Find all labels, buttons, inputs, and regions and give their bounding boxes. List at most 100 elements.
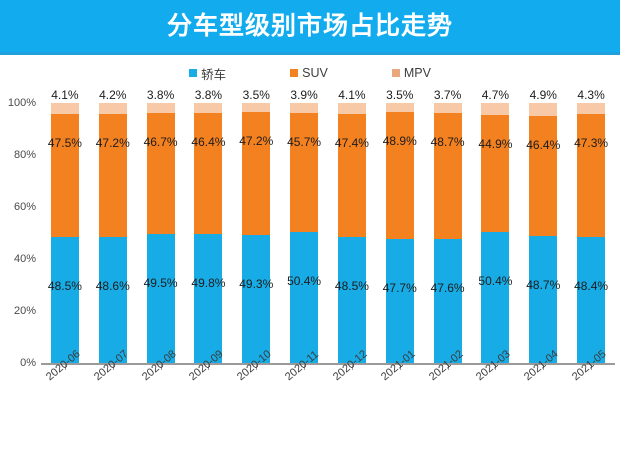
bar-segment-mpv[interactable]: 3.5% — [385, 88, 414, 113]
legend-item-suv[interactable]: SUV — [290, 66, 328, 80]
x-axis-tick-mark — [495, 365, 497, 370]
bar-label-suv: 47.2% — [239, 134, 274, 149]
bar-segment-sedan[interactable]: 48.7% — [526, 236, 561, 363]
y-axis-tick-label: 40% — [13, 253, 36, 265]
bar-column[interactable]: 4.1% 47.5% 48.5% — [47, 88, 82, 363]
bar-label-mpv: 3.8% — [194, 88, 223, 103]
legend-label-suv: SUV — [302, 66, 328, 80]
page-title: 分车型级别市场占比走势 — [166, 12, 453, 40]
bar-label-mpv: 4.7% — [481, 88, 510, 103]
bar-label-mpv: 3.9% — [290, 88, 318, 103]
bar-label-suv: 45.7% — [287, 135, 322, 150]
bar-segment-sedan[interactable]: 48.6% — [95, 236, 130, 363]
y-axis-tick-label: 0% — [20, 357, 36, 369]
bar-column[interactable]: 4.9% 46.4% 48.7% — [526, 88, 561, 363]
legend-item-sedan[interactable]: 轿车 — [189, 64, 226, 83]
bar-label-suv: 47.4% — [334, 135, 369, 150]
bar-segment-mpv[interactable]: 3.7% — [433, 88, 462, 113]
y-axis-tick-label: 60% — [13, 201, 36, 213]
bar-column[interactable]: 4.7% 44.9% 50.4% — [478, 88, 513, 363]
bar-segment-suv[interactable]: 47.5% — [47, 113, 82, 238]
bar-segment-sedan[interactable]: 50.4% — [478, 231, 513, 363]
bar-label-sedan: 49.8% — [191, 275, 226, 290]
chart-legend: 轿车 SUV MPV — [0, 62, 620, 84]
bar-column[interactable]: 4.3% 47.3% 48.4% — [574, 88, 609, 363]
bar-segment-mpv[interactable]: 3.9% — [290, 88, 319, 114]
x-axis-tick-mark — [64, 365, 66, 370]
legend-item-mpv[interactable]: MPV — [391, 66, 431, 80]
x-axis-tick-mark — [208, 365, 210, 370]
bar-segment-sedan[interactable]: 49.8% — [191, 233, 226, 363]
chart-header-underline — [0, 52, 620, 55]
bar-label-mpv: 3.5% — [242, 88, 270, 103]
bar-label-sedan: 49.5% — [143, 276, 178, 291]
bar-segment-sedan[interactable]: 48.4% — [574, 237, 609, 363]
bar-label-suv: 46.7% — [143, 134, 178, 149]
bar-segment-suv[interactable]: 48.7% — [430, 112, 465, 240]
legend-swatch-suv-icon — [290, 69, 299, 77]
bar-label-mpv: 4.2% — [99, 88, 127, 103]
y-axis: 0% 20% 40% 60% 80% 100% — [0, 90, 36, 370]
bar-label-suv: 48.7% — [430, 134, 465, 149]
bar-segment-suv[interactable]: 47.3% — [574, 114, 608, 238]
x-axis-tick-mark — [256, 365, 258, 370]
bar-label-sedan: 48.4% — [574, 279, 609, 294]
x-axis-line — [41, 363, 615, 365]
bar-column[interactable]: 3.8% 46.7% 49.5% — [143, 88, 178, 363]
bar-segment-sedan[interactable]: 47.7% — [382, 239, 417, 363]
bar-segment-sedan[interactable]: 50.4% — [287, 231, 321, 363]
bar-segment-mpv[interactable]: 4.9% — [529, 88, 558, 116]
x-axis-tick-mark — [351, 365, 353, 370]
bar-segment-mpv[interactable]: 4.2% — [98, 88, 127, 114]
bar-segment-suv[interactable]: 46.4% — [191, 112, 225, 234]
bar-column[interactable]: 3.9% 45.7% 50.4% — [287, 88, 322, 363]
bar-label-mpv: 4.1% — [338, 88, 366, 103]
bar-label-sedan: 48.6% — [95, 278, 130, 293]
bar-label-mpv: 3.7% — [433, 88, 462, 103]
bar-segment-mpv[interactable]: 4.1% — [50, 88, 79, 114]
bar-column[interactable]: 4.1% 47.4% 48.5% — [334, 88, 369, 363]
bar-segment-mpv[interactable]: 3.5% — [242, 88, 271, 113]
bar-segment-suv[interactable]: 48.9% — [383, 112, 417, 240]
bar-segment-suv[interactable]: 45.7% — [287, 113, 322, 232]
bar-segment-suv[interactable]: 47.4% — [334, 113, 369, 237]
bar-segment-mpv[interactable]: 3.8% — [146, 88, 175, 113]
bar-segment-sedan[interactable]: 49.3% — [239, 234, 274, 363]
bar-segment-suv[interactable]: 47.2% — [239, 112, 274, 235]
chart-header-bar — [0, 0, 620, 52]
x-axis-tick-mark — [399, 365, 401, 370]
bar-segment-sedan[interactable]: 49.5% — [143, 234, 178, 363]
legend-label-sedan: 轿车 — [201, 67, 227, 82]
y-axis-tick-label: 20% — [13, 305, 36, 317]
bar-segment-mpv[interactable]: 4.7% — [481, 88, 510, 116]
bar-segment-suv[interactable]: 46.7% — [143, 112, 178, 235]
legend-swatch-sedan-icon — [189, 69, 198, 77]
bar-column[interactable]: 3.8% 46.4% 49.8% — [191, 88, 226, 363]
bar-label-sedan: 48.7% — [526, 278, 561, 293]
bar-segment-mpv[interactable]: 3.8% — [194, 88, 223, 113]
bar-label-mpv: 4.3% — [577, 88, 605, 103]
bar-label-mpv: 3.5% — [386, 88, 414, 102]
bar-column[interactable]: 3.7% 48.7% 47.6% — [430, 88, 465, 363]
bar-column[interactable]: 3.5% 47.2% 49.3% — [239, 88, 274, 363]
bar-label-sedan: 50.4% — [478, 273, 513, 288]
bar-label-suv: 44.9% — [478, 137, 513, 152]
bar-segment-suv[interactable]: 47.2% — [96, 113, 130, 237]
y-axis-tick-label: 100% — [7, 97, 36, 109]
bar-label-mpv: 4.9% — [529, 88, 557, 103]
bar-segment-mpv[interactable]: 4.1% — [337, 88, 366, 114]
x-axis-tick-mark — [447, 365, 449, 370]
legend-swatch-mpv-icon — [391, 69, 400, 77]
bar-segment-sedan[interactable]: 47.6% — [431, 239, 465, 363]
bar-column[interactable]: 4.2% 47.2% 48.6% — [95, 88, 130, 363]
bar-segment-sedan[interactable]: 48.5% — [335, 236, 369, 363]
bar-label-sedan: 49.3% — [239, 276, 274, 291]
x-axis-tick-mark — [160, 365, 162, 370]
bar-label-suv: 47.5% — [47, 135, 82, 150]
bar-segment-sedan[interactable]: 48.5% — [48, 237, 82, 363]
bar-segment-suv[interactable]: 46.4% — [526, 115, 560, 237]
bar-segment-suv[interactable]: 44.9% — [478, 115, 513, 232]
bar-column[interactable]: 3.5% 48.9% 47.7% — [382, 88, 417, 363]
bar-label-sedan: 47.7% — [382, 281, 417, 296]
bar-segment-mpv[interactable]: 4.3% — [577, 88, 606, 115]
